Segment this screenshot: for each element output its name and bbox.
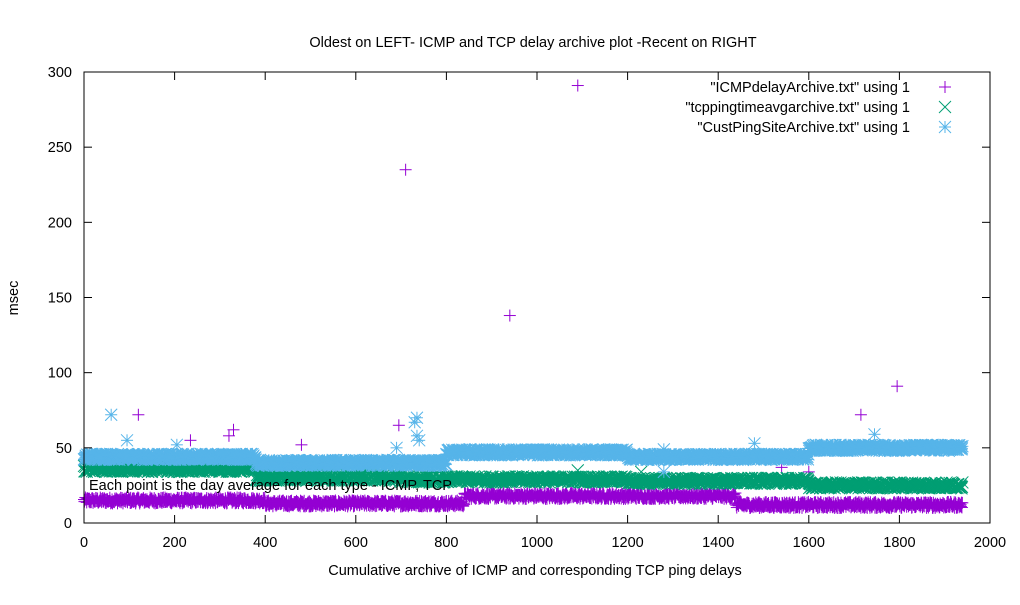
data-point-outlier xyxy=(854,408,867,421)
data-point-outlier xyxy=(295,438,308,451)
data-point-outlier xyxy=(891,380,904,393)
data-point-outlier xyxy=(132,408,145,421)
data-point-outlier xyxy=(392,419,405,432)
data-point-outlier xyxy=(571,79,584,92)
series-1 xyxy=(78,79,969,514)
data-point-outlier xyxy=(503,309,516,322)
data-point-outlier xyxy=(184,434,197,447)
data-marks xyxy=(77,79,969,514)
data-point-outlier xyxy=(399,163,412,176)
